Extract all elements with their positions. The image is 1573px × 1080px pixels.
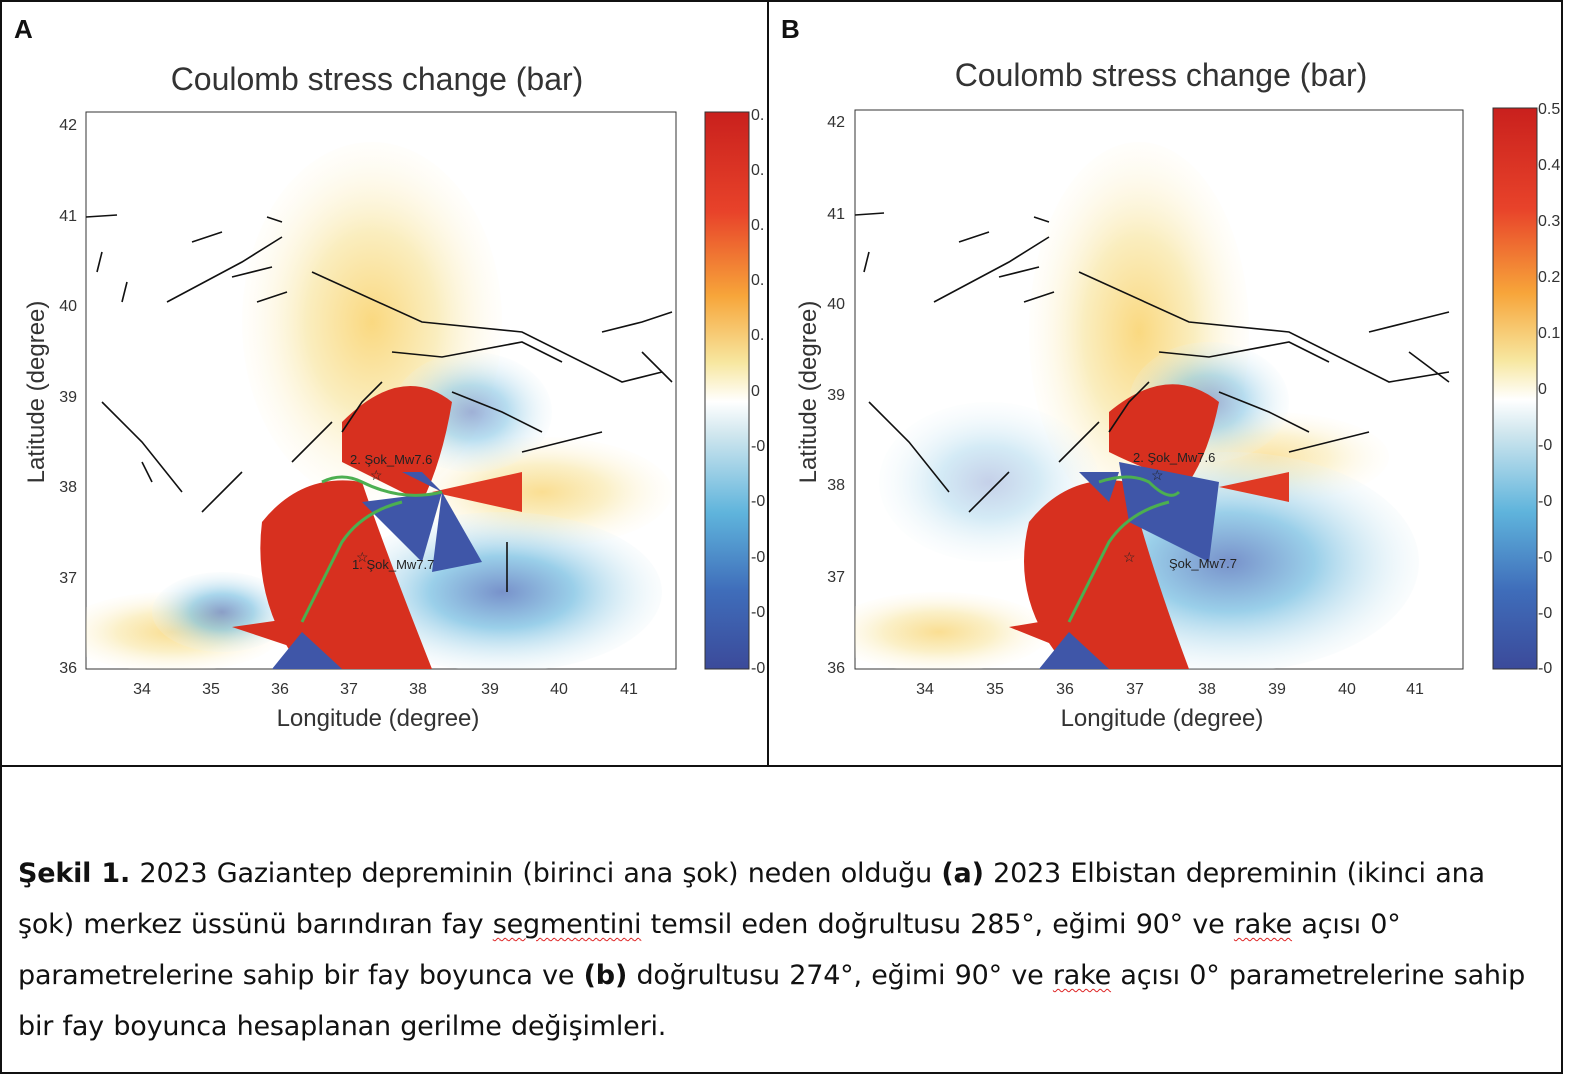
y-tick-label: 36	[827, 660, 845, 677]
panel-letter-b: B	[781, 14, 800, 44]
annotation-shock-1: 1. Şok_Mw7.7	[352, 557, 434, 572]
caption-text: temsil eden doğrultusu 285°, eğimi 90° v…	[641, 909, 1234, 940]
x-tick-label: 38	[409, 681, 427, 698]
x-tick-label: 41	[620, 681, 638, 698]
annotation-shock-2: 2. Şok_Mw7.6	[350, 452, 432, 467]
epicenter-star-1: ☆	[356, 549, 369, 565]
x-tick-label: 37	[1126, 681, 1144, 698]
colorbar-tick: 0.	[751, 162, 764, 179]
colorbar-tick: 0.	[751, 327, 764, 344]
x-tick-label: 39	[1268, 681, 1286, 698]
colorbar-tick: -0	[751, 660, 765, 677]
x-tick-label: 41	[1406, 681, 1424, 698]
colorbar-tick: -0	[751, 438, 765, 455]
colorbar-tick: 0.1	[1538, 325, 1560, 342]
colorbar-a	[704, 111, 750, 670]
epicenter-star-2: ☆	[370, 467, 383, 483]
x-tick-label: 40	[1338, 681, 1356, 698]
x-tick-label: 35	[986, 681, 1004, 698]
colorbar-tick: 0.	[751, 107, 764, 124]
colorbar-tick: -0	[1538, 493, 1552, 510]
x-tick-label: 34	[133, 681, 151, 698]
colorbar-tick: 0.4	[1538, 157, 1560, 174]
y-tick-label: 40	[827, 296, 845, 313]
annotation-shock-2: 2. Şok_Mw7.6	[1133, 450, 1215, 465]
y-tick-label: 41	[827, 206, 845, 223]
y-tick-label: 40	[59, 298, 77, 315]
y-tick-label: 37	[59, 570, 77, 587]
x-tick-label: 40	[550, 681, 568, 698]
colorbar-tick: 0.2	[1538, 269, 1560, 286]
colorbar-tick: -0	[1538, 605, 1552, 622]
colorbar-tick: 0.	[751, 272, 764, 289]
y-axis-label: Latitude (degree)	[795, 301, 822, 484]
colorbar-tick: -0	[1538, 549, 1552, 566]
panel-b: 2. Şok_Mw7.6 Şok_Mw7.7 ☆ ☆ 42 41 40 39 3…	[769, 2, 1560, 764]
colorbar-tick: -0	[751, 604, 765, 621]
y-tick-label: 41	[59, 208, 77, 225]
chart-title: Coulomb stress change (bar)	[171, 61, 584, 97]
colorbar-b	[1492, 107, 1538, 670]
annotation-shock-1: Şok_Mw7.7	[1169, 556, 1237, 571]
colorbar-tick: 0	[1538, 381, 1547, 398]
y-tick-label: 38	[59, 479, 77, 496]
figure-caption: Şekil 1. 2023 Gaziantep depreminin (biri…	[18, 848, 1548, 1052]
colorbar-tick: 0	[751, 383, 760, 400]
colorbar-tick: -0	[751, 493, 765, 510]
x-tick-label: 36	[271, 681, 289, 698]
epicenter-star-2: ☆	[1151, 467, 1164, 483]
panel-letter-a: A	[14, 14, 33, 44]
caption-text: doğrultusu 274°, eğimi 90° ve	[627, 960, 1053, 991]
caption-text: 2023 Elbistan depreminin (ikinci ana şok…	[18, 858, 1485, 940]
x-axis-label: Longitude (degree)	[277, 705, 480, 732]
caption-label: Şekil 1.	[18, 858, 131, 889]
x-tick-label: 37	[340, 681, 358, 698]
x-tick-label: 35	[202, 681, 220, 698]
caption-spellcheck-word: rake	[1052, 960, 1112, 991]
x-tick-label: 38	[1198, 681, 1216, 698]
y-tick-label: 38	[827, 477, 845, 494]
y-tick-label: 42	[59, 117, 77, 134]
x-tick-label: 39	[481, 681, 499, 698]
chart-title: Coulomb stress change (bar)	[955, 57, 1368, 93]
colorbar-tick: -0	[1538, 660, 1552, 677]
x-axis-label: Longitude (degree)	[1061, 705, 1264, 732]
y-tick-label: 37	[827, 569, 845, 586]
caption-text: açısı 0° parametrelerine sahip bir fay b…	[18, 909, 1401, 991]
caption-a-marker: (a)	[941, 858, 984, 889]
epicenter-star-1: ☆	[1123, 549, 1136, 565]
coulomb-map-a: 2. Şok_Mw7.6 1. Şok_Mw7.7 ☆ ☆ 42 41 40 3…	[23, 61, 765, 732]
coulomb-map-b: 2. Şok_Mw7.6 Şok_Mw7.7 ☆ ☆ 42 41 40 39 3…	[795, 57, 1560, 732]
x-tick-label: 36	[1056, 681, 1074, 698]
caption-b-marker: (b)	[583, 960, 628, 991]
y-tick-label: 39	[59, 389, 77, 406]
colorbar-tick: 0.3	[1538, 213, 1560, 230]
x-tick-label: 34	[916, 681, 934, 698]
colorbar-tick: 0.	[751, 217, 764, 234]
divider-horizontal	[0, 765, 1563, 767]
caption-spellcheck-word: segmentini	[492, 909, 642, 940]
divider-vertical	[767, 0, 769, 766]
colorbar-tick: -0	[751, 549, 765, 566]
y-tick-label: 39	[827, 387, 845, 404]
panel-a: 2. Şok_Mw7.6 1. Şok_Mw7.7 ☆ ☆ 42 41 40 3…	[2, 2, 766, 764]
y-tick-label: 42	[827, 114, 845, 131]
caption-spellcheck-word: rake	[1233, 909, 1293, 940]
colorbar-tick: -0	[1538, 437, 1552, 454]
colorbar-tick: 0.5	[1538, 101, 1560, 118]
caption-text: 2023 Gaziantep depreminin (birinci ana ş…	[130, 858, 942, 889]
y-axis-label: Latitude (degree)	[23, 301, 50, 484]
y-tick-label: 36	[59, 660, 77, 677]
caption-text: açısı 0° parametrelerine sahip bir fay b…	[18, 960, 1526, 1042]
